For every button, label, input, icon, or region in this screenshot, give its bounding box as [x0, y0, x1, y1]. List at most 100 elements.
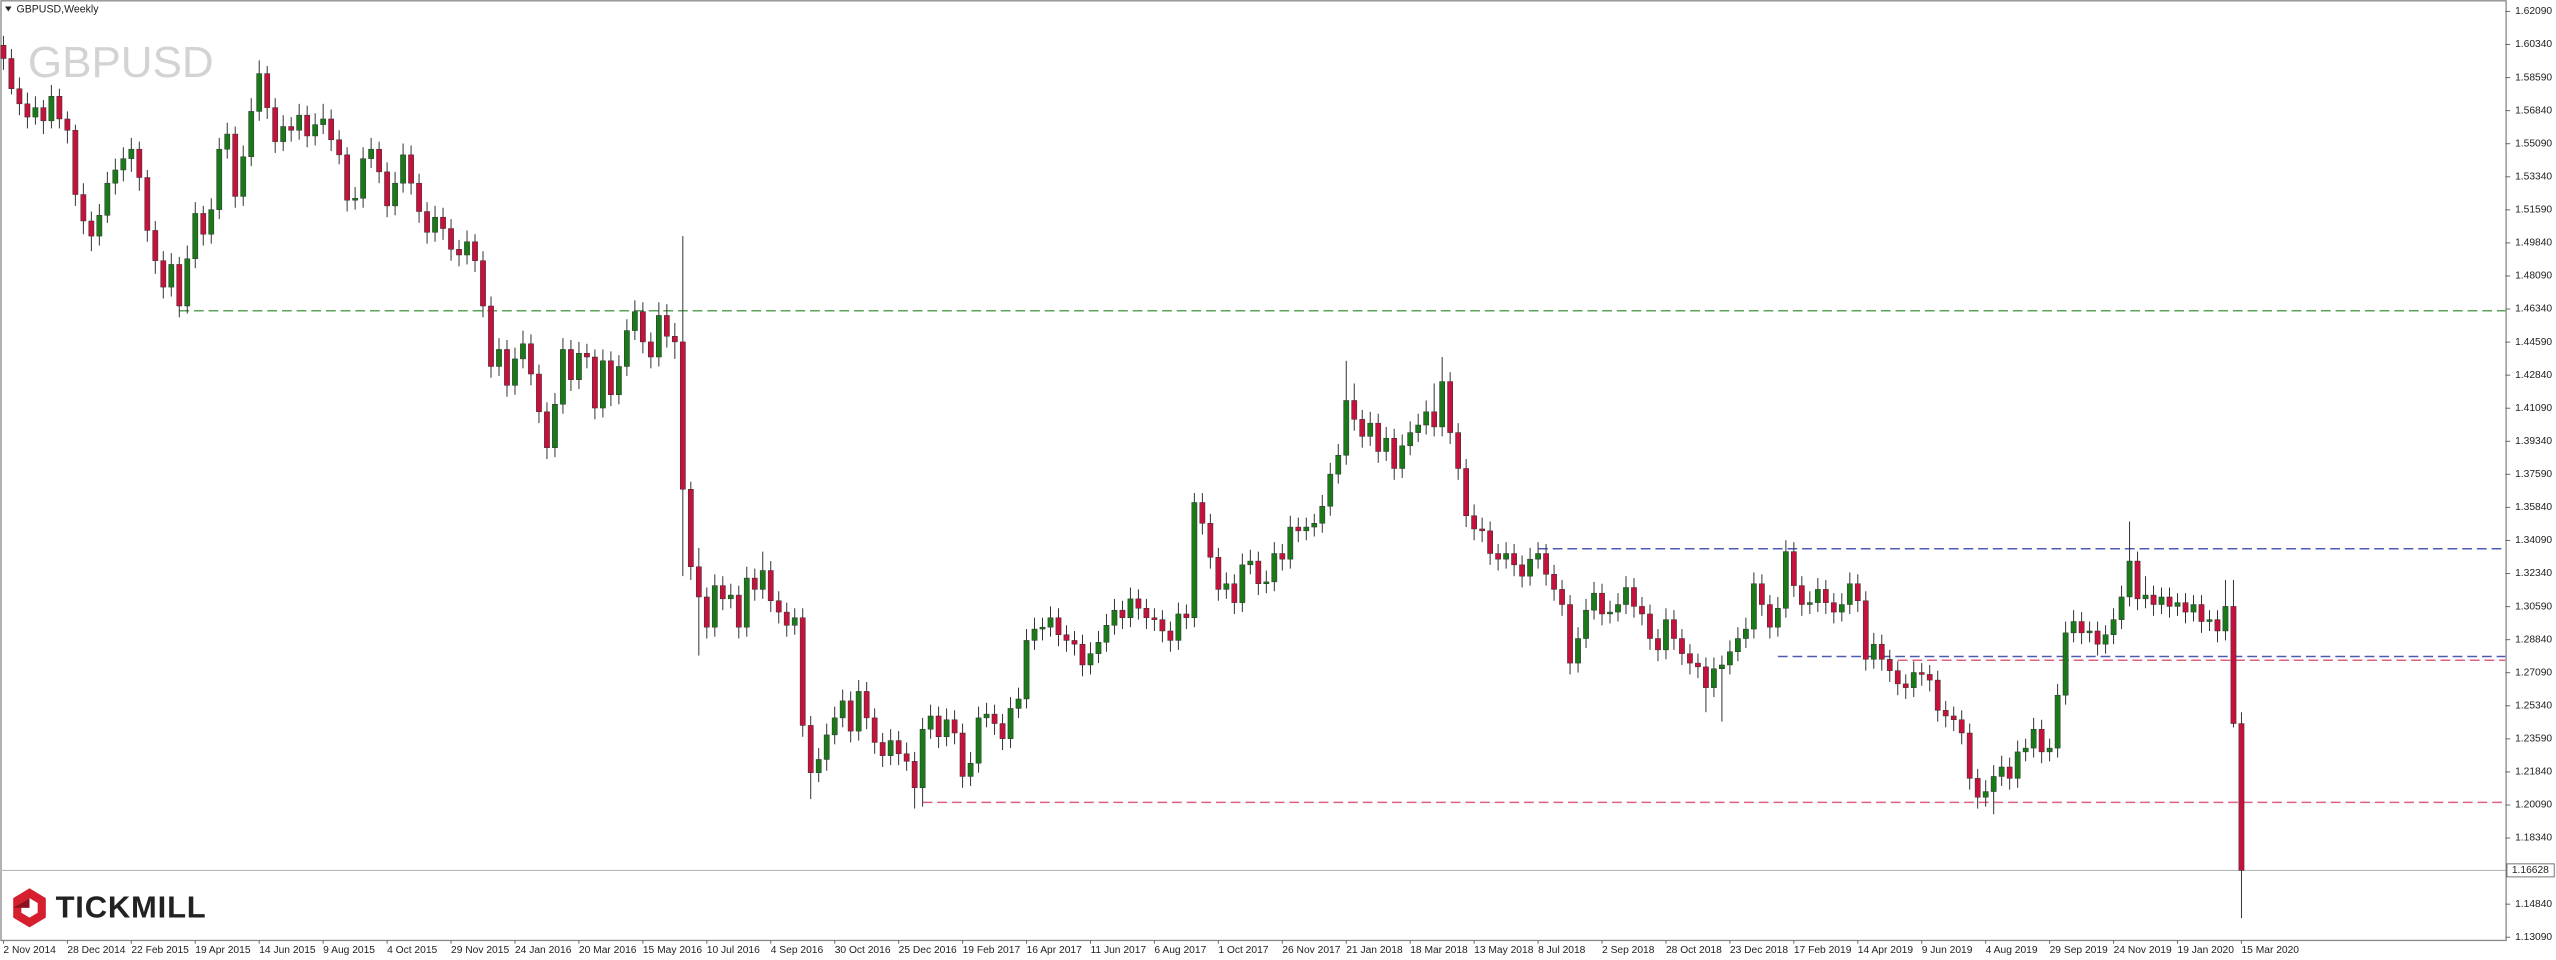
y-tick-label: 1.14840 [2515, 899, 2552, 910]
candle-body [943, 719, 950, 738]
candle-body [656, 315, 662, 358]
candle-body [112, 169, 119, 184]
candle-body [719, 585, 726, 600]
candle-body [624, 330, 630, 367]
x-tick-label: 22 Feb 2015 [131, 945, 189, 956]
candle-body [975, 717, 982, 764]
candle-body [1958, 719, 1965, 734]
candle-body [743, 577, 750, 628]
candle-body [791, 617, 798, 626]
candle-body [2030, 728, 2037, 749]
candle-body [464, 241, 470, 256]
candle-body [1527, 558, 1533, 577]
x-tick-label: 2 Sep 2018 [1602, 945, 1655, 956]
candle-body [1183, 613, 1190, 618]
candle-body [1783, 551, 1789, 609]
menu-arrow [5, 6, 12, 12]
candle-body [863, 691, 870, 719]
x-tick-label: 28 Dec 2014 [67, 945, 125, 956]
logo-text: TICKMILL [56, 890, 207, 925]
candle-body [1119, 609, 1126, 618]
candle-body [512, 358, 518, 386]
candle-body [1063, 634, 1070, 641]
candle-body [2238, 723, 2245, 871]
candle-body [1567, 604, 1573, 664]
candle-body [999, 723, 1006, 739]
candle-body [1463, 468, 1469, 516]
candle-body [1599, 592, 1605, 615]
candle-body [1023, 640, 1030, 700]
candle-body [24, 103, 31, 118]
candle-body [88, 220, 95, 237]
candle-body [528, 343, 534, 375]
candle-body [208, 209, 215, 235]
candle-body [1439, 381, 1446, 428]
candle-body [807, 725, 814, 773]
candle-body [144, 177, 151, 231]
candle-body [1479, 528, 1485, 532]
x-tick-label: 1 Oct 2017 [1218, 945, 1268, 956]
candle-body [2102, 634, 2109, 645]
candle-body [328, 118, 334, 140]
candle-body [504, 349, 510, 386]
x-tick-label: 17 Feb 2019 [1794, 945, 1852, 956]
y-tick-label: 1.27090 [2515, 667, 2552, 678]
candle-body [1087, 653, 1094, 666]
candle-body [2046, 747, 2053, 753]
candle-body [1279, 553, 1286, 560]
candle-body [2126, 560, 2133, 598]
candle-body [1519, 564, 1525, 577]
x-tick-label: 14 Jun 2015 [259, 945, 316, 956]
candle-body [1727, 651, 1733, 666]
candle-body [695, 566, 702, 598]
candle-body [1974, 778, 1981, 798]
candle-body [935, 715, 942, 738]
candle-body [983, 713, 990, 719]
candle-body [1447, 381, 1454, 433]
y-tick-label: 1.30590 [2515, 601, 2552, 612]
candle-body [600, 360, 606, 409]
x-tick-label: 4 Sep 2016 [771, 945, 824, 956]
candle-body [1351, 400, 1358, 420]
candle-body [1079, 643, 1086, 666]
candle-body [1575, 638, 1581, 664]
candle-body [1343, 400, 1350, 456]
candle-body [1135, 598, 1142, 609]
candle-body [1151, 617, 1158, 620]
candle-body [2062, 632, 2069, 696]
candle-body [472, 241, 478, 261]
candle-body [2222, 606, 2229, 632]
candle-body [1511, 553, 1517, 566]
candle-body [1095, 642, 1102, 654]
candle-body [855, 691, 862, 732]
candle-body [256, 73, 263, 112]
candle-body [1735, 638, 1741, 652]
candle-body [1455, 432, 1461, 469]
candle-body [1647, 613, 1653, 639]
y-tick-label: 1.21840 [2515, 767, 2552, 778]
candle-body [32, 107, 39, 118]
candle-body [608, 360, 614, 396]
candle-body [200, 213, 207, 235]
candle-body [679, 341, 686, 490]
candle-body [168, 264, 175, 288]
candle-body [839, 700, 846, 719]
candle-body [671, 335, 678, 343]
candle-body [1239, 564, 1246, 603]
candle-body [520, 343, 526, 360]
candle-body [232, 133, 239, 197]
candle-body [903, 753, 910, 762]
x-tick-label: 19 Jan 2020 [2178, 945, 2235, 956]
x-tick-label: 29 Sep 2019 [2050, 945, 2108, 956]
candle-body [568, 349, 574, 380]
candle-body [432, 216, 438, 233]
candle-body [416, 182, 422, 212]
candle-body [552, 404, 558, 448]
candle-body [2006, 766, 2013, 779]
candle-body [927, 715, 934, 730]
candle-body [264, 73, 271, 108]
y-tick-label: 1.28840 [2515, 634, 2552, 645]
candle-body [991, 713, 998, 724]
candle-body [1551, 574, 1557, 590]
candle-body [1247, 560, 1254, 566]
